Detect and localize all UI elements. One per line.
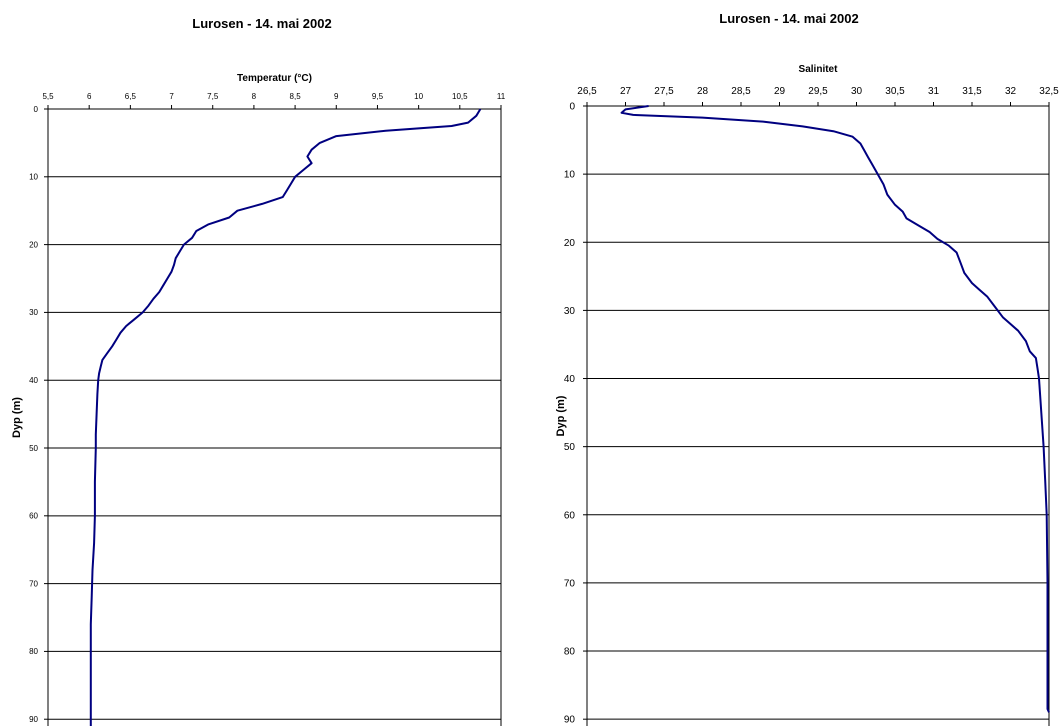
x-tick-label: 9,5: [372, 92, 384, 101]
y-tick-label: 10: [29, 173, 38, 182]
y-tick-label: 40: [29, 376, 38, 385]
y-tick-label: 90: [564, 715, 576, 726]
salinity-panel: Lurosen - 14. mai 2002 26,5 27 27,5 28 28,5 2…: [531, 0, 1062, 726]
x-tick-label: 28,5: [731, 86, 751, 97]
y-tick-label: 40: [564, 374, 576, 385]
x-tick-label: 32,5: [1039, 86, 1059, 97]
temperature-chart: 5,5 6 6,5 7 7,5 8 8,5 9 9,5 10 10,5 11 0 10 20 30 40 50 60…: [11, 73, 506, 726]
salinity-chart: 26,5 27 27,5 28 28,5 29 29,5 30 30,5 31 31,5 32 32,5…: [555, 64, 1059, 726]
x-tick-label: 28: [697, 86, 709, 97]
x-tick-label: 31: [928, 86, 940, 97]
x-tick-label: 11: [497, 92, 506, 101]
y-tick-label: 20: [29, 240, 38, 249]
y-tick-label: 70: [29, 579, 38, 588]
x-tick-label: 30: [851, 86, 863, 97]
y-tick-label: 80: [564, 647, 576, 658]
y-tick-label: 70: [564, 578, 576, 589]
y-tick-label: 50: [564, 442, 576, 453]
y-tick-label: 0: [569, 102, 575, 113]
plot-area: [586, 105, 1050, 726]
x-tick-label: 10: [414, 92, 423, 101]
y-tick-label: 60: [29, 512, 38, 521]
y-tick-label: 20: [564, 238, 576, 249]
x-tick-label: 31,5: [962, 86, 982, 97]
x-axis-label: Temperatur (°C): [237, 73, 312, 84]
series-line: [620, 105, 1050, 713]
chart-title: Lurosen - 14. mai 2002: [719, 11, 859, 26]
y-axis-label: Dyp (m): [11, 397, 23, 438]
y-tick-label: 10: [564, 170, 576, 181]
chart-title: Lurosen - 14. mai 2002: [192, 16, 332, 31]
x-tick-label: 32: [1005, 86, 1017, 97]
y-axis-label: Dyp (m): [555, 395, 567, 436]
y-tick-label: 60: [564, 510, 576, 521]
temperature-panel: Lurosen - 14. mai 2002 5,5 6 6,5 7 7,5 8 8,5 9 9…: [11, 16, 506, 726]
x-tick-label: 10,5: [452, 92, 468, 101]
x-tick-label: 30,5: [885, 86, 905, 97]
x-tick-label: 7,5: [207, 92, 219, 101]
y-tick-label: 30: [564, 306, 576, 317]
y-tick-label: 80: [29, 647, 38, 656]
x-tick-label: 8: [252, 92, 257, 101]
series-line: [89, 108, 482, 726]
x-tick-label: 7: [169, 92, 174, 101]
x-tick-label: 27: [620, 86, 632, 97]
x-tick-label: 9: [334, 92, 339, 101]
x-tick-label: 27,5: [654, 86, 674, 97]
x-tick-label: 29: [774, 86, 786, 97]
x-tick-label: 26,5: [577, 86, 597, 97]
x-tick-label: 6: [87, 92, 92, 101]
plot-area: [47, 108, 502, 726]
x-tick-label: 6,5: [125, 92, 137, 101]
y-tick-label: 0: [34, 105, 39, 114]
x-axis-label: Salinitet: [799, 64, 839, 75]
x-tick-label: 29,5: [808, 86, 828, 97]
x-tick-label: 8,5: [290, 92, 302, 101]
y-tick-label: 90: [29, 715, 38, 724]
y-tick-label: 50: [29, 444, 38, 453]
x-tick-label: 5,5: [42, 92, 54, 101]
y-tick-label: 30: [29, 308, 38, 317]
